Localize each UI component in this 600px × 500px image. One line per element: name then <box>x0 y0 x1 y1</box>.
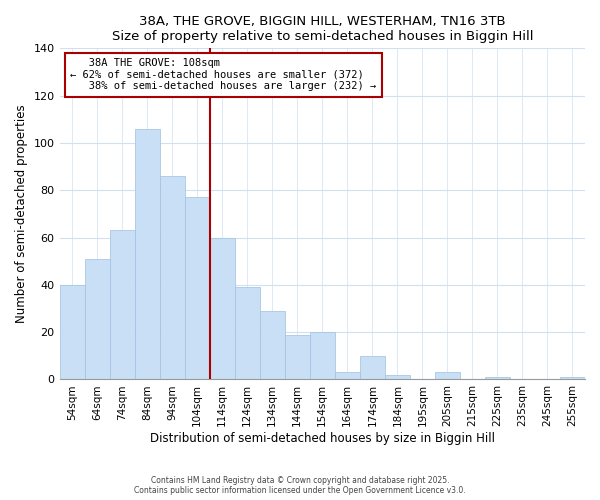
Bar <box>485 377 510 380</box>
X-axis label: Distribution of semi-detached houses by size in Biggin Hill: Distribution of semi-detached houses by … <box>150 432 495 445</box>
Text: Contains HM Land Registry data © Crown copyright and database right 2025.
Contai: Contains HM Land Registry data © Crown c… <box>134 476 466 495</box>
Bar <box>85 259 110 380</box>
Title: 38A, THE GROVE, BIGGIN HILL, WESTERHAM, TN16 3TB
Size of property relative to se: 38A, THE GROVE, BIGGIN HILL, WESTERHAM, … <box>112 15 533 43</box>
Bar <box>285 334 310 380</box>
Bar <box>310 332 335 380</box>
Bar <box>360 356 385 380</box>
Bar <box>160 176 185 380</box>
Bar <box>110 230 134 380</box>
Bar <box>560 377 585 380</box>
Y-axis label: Number of semi-detached properties: Number of semi-detached properties <box>15 104 28 323</box>
Bar <box>59 285 85 380</box>
Bar <box>435 372 460 380</box>
Bar <box>260 311 285 380</box>
Bar <box>335 372 360 380</box>
Bar <box>385 374 410 380</box>
Text: 38A THE GROVE: 108sqm
← 62% of semi-detached houses are smaller (372)
   38% of : 38A THE GROVE: 108sqm ← 62% of semi-deta… <box>70 58 376 92</box>
Bar <box>209 238 235 380</box>
Bar <box>134 128 160 380</box>
Bar <box>185 198 209 380</box>
Bar <box>235 287 260 380</box>
